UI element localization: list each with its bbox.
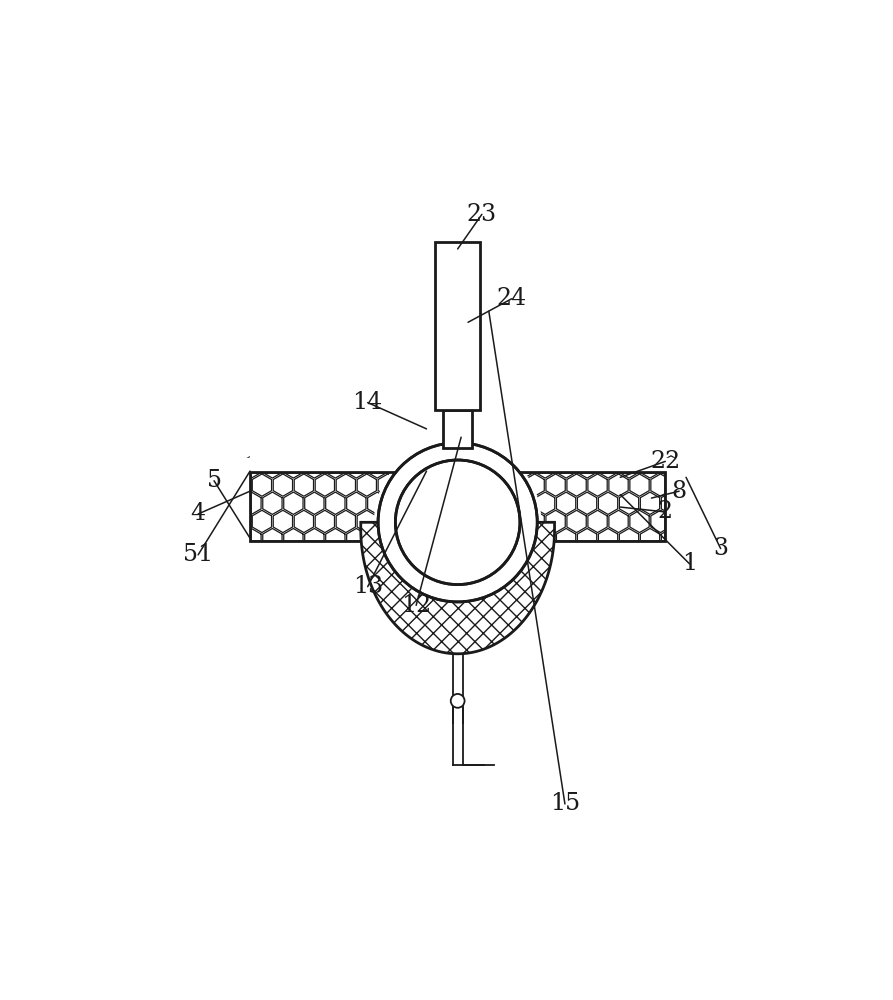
Text: 22: 22 bbox=[650, 450, 680, 473]
Bar bbox=[112, 458, 250, 555]
Text: 14: 14 bbox=[353, 391, 383, 414]
Circle shape bbox=[399, 463, 516, 581]
Circle shape bbox=[451, 694, 464, 708]
Text: 4: 4 bbox=[190, 502, 205, 525]
Polygon shape bbox=[361, 522, 555, 654]
Text: 3: 3 bbox=[714, 537, 728, 560]
Text: 5: 5 bbox=[206, 469, 221, 492]
Text: 15: 15 bbox=[550, 792, 580, 815]
Bar bbox=[250, 472, 665, 541]
Circle shape bbox=[396, 460, 520, 585]
Text: 12: 12 bbox=[401, 594, 431, 617]
Text: 2: 2 bbox=[658, 500, 672, 523]
Text: 24: 24 bbox=[497, 287, 527, 310]
Text: 8: 8 bbox=[672, 480, 687, 503]
Circle shape bbox=[375, 439, 541, 605]
Text: 1: 1 bbox=[682, 552, 697, 575]
Bar bbox=[250, 472, 665, 541]
Circle shape bbox=[378, 443, 538, 602]
Bar bbox=[435, 242, 480, 410]
Bar bbox=[250, 403, 665, 472]
Bar bbox=[665, 458, 873, 555]
Text: 23: 23 bbox=[467, 203, 497, 226]
Text: 13: 13 bbox=[353, 575, 383, 598]
Text: 51: 51 bbox=[183, 543, 213, 566]
Bar bbox=[250, 541, 665, 851]
Bar bbox=[443, 410, 472, 448]
